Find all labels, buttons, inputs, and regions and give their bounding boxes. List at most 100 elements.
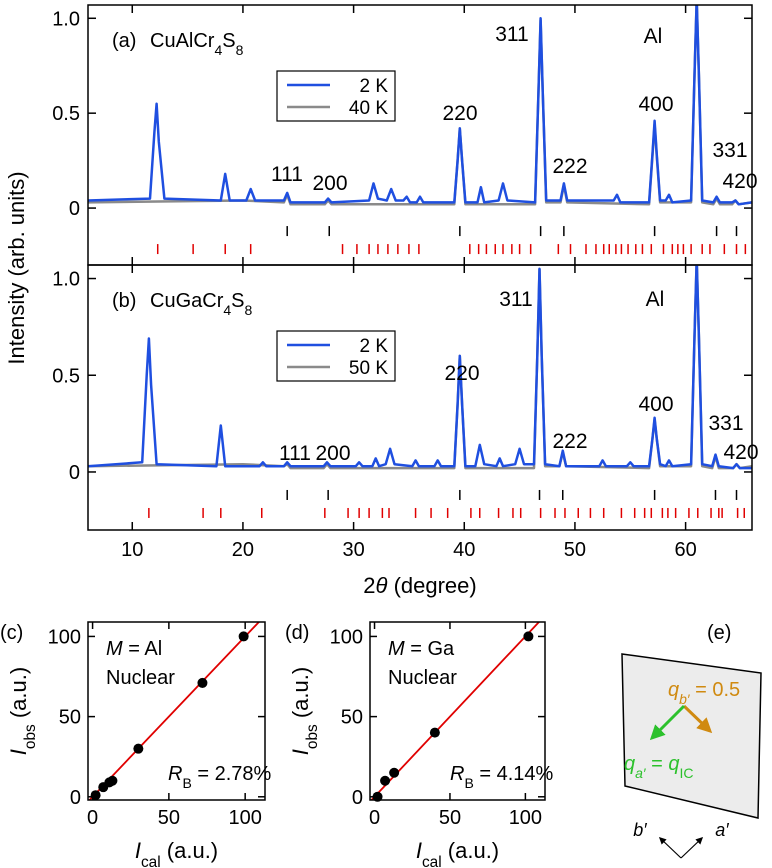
y-axis-label: Iobs (a.u.)	[288, 667, 321, 755]
text-part: a′	[635, 765, 647, 781]
text-part: CuGaCr	[150, 290, 224, 312]
x-axis-label: Ical (a.u.)	[135, 838, 218, 868]
text-part: 8	[236, 42, 244, 58]
panel-label: (a)	[112, 30, 136, 52]
data-point	[238, 631, 249, 642]
element-label: M = Ga	[388, 638, 455, 660]
qa-label: qa′ = qIC	[624, 753, 693, 781]
x-tick-label: 40	[453, 539, 475, 561]
spectrum-line	[88, 5, 752, 206]
y-tick-label: 50	[341, 707, 363, 729]
text-part: I	[288, 749, 313, 755]
text-part: CuAlCr	[150, 30, 215, 52]
peak-label: 400	[638, 93, 673, 116]
fit-line	[88, 622, 261, 800]
text-part: q	[668, 753, 679, 775]
legend-label: 2 K	[359, 336, 388, 357]
plot-frame	[87, 621, 266, 801]
legend-box	[276, 330, 396, 382]
data-point	[523, 631, 534, 642]
peak-label: 111	[279, 442, 311, 465]
text-part: B	[182, 775, 191, 791]
text-part: (a.u.)	[161, 838, 218, 863]
peak-label: 222	[552, 430, 587, 453]
panel-label: (d)	[285, 622, 309, 644]
peak-label: 311	[499, 288, 532, 311]
peak-label: 111	[271, 163, 303, 186]
note: Nuclear	[106, 667, 175, 689]
plot-frame	[369, 621, 546, 801]
x-axis-label: Ical (a.u.)	[416, 838, 499, 868]
y-tick-label: 1.0	[52, 269, 80, 291]
text-part: = 2.78%	[192, 763, 272, 785]
peak-label: 222	[552, 155, 587, 178]
legend-label: 40 K	[349, 98, 388, 119]
text-part: 4	[223, 302, 231, 318]
text-part: q	[668, 679, 679, 701]
peak-label: 331	[708, 412, 743, 435]
text-part: 4	[214, 42, 222, 58]
y-tick-label: 0	[352, 787, 363, 809]
text-part: I	[416, 838, 422, 863]
peak-label: 220	[444, 362, 479, 385]
text-part: θ	[376, 573, 388, 598]
text-part: (degree)	[387, 573, 476, 598]
rb-label: RB = 4.14%	[450, 763, 554, 791]
text-part: B	[464, 775, 473, 791]
peak-label: Al	[644, 25, 663, 48]
peak-label: 311	[495, 23, 528, 46]
text-part: = Ga	[405, 638, 455, 660]
x-tick-label: 60	[674, 539, 696, 561]
y-tick-label: 1.0	[52, 8, 80, 30]
y-tick-label: 0.5	[52, 365, 80, 387]
text-part: = 0.5	[690, 679, 741, 701]
text-part: I	[6, 749, 31, 755]
text-part: = 4.14%	[474, 763, 554, 785]
text-part: (a.u.)	[442, 838, 499, 863]
text-part: b′	[679, 691, 691, 707]
peak-label: 220	[442, 102, 477, 125]
panel-label: (b)	[112, 290, 136, 312]
x-tick-label: 50	[158, 807, 180, 829]
plot-frame	[87, 264, 753, 531]
legend-box	[276, 70, 396, 122]
x-tick-label: 100	[228, 807, 261, 829]
x-tick-label: 50	[439, 807, 461, 829]
x-tick-label: 20	[232, 539, 254, 561]
text-part: cal	[422, 854, 442, 868]
y-tick-label: 100	[48, 626, 81, 648]
y-axis-label: Iobs (a.u.)	[6, 667, 39, 755]
qb-label: qb′ = 0.5	[668, 679, 740, 707]
text-part: obs	[22, 724, 39, 749]
panel-label: (e)	[707, 622, 731, 644]
text-part: = Al	[123, 638, 162, 660]
peak-label: 200	[315, 442, 350, 465]
text-part: (a.u.)	[288, 667, 313, 724]
text-part: obs	[304, 724, 321, 749]
qa-arrow	[649, 704, 686, 741]
x-tick-label: 100	[509, 807, 542, 829]
y-tick-label: 0.5	[52, 103, 80, 125]
text-part: S	[222, 30, 235, 52]
b-axis-arrow	[658, 837, 682, 859]
text-part: (a.u.)	[6, 667, 31, 724]
fit-line	[370, 622, 541, 800]
rb-label: RB = 2.78%	[168, 763, 272, 791]
note: Nuclear	[388, 667, 457, 689]
x-axis-label: 2θ (degree)	[363, 573, 476, 598]
b-axis-label: b′	[633, 820, 647, 840]
panel-label: (c)	[0, 622, 23, 644]
x-tick-label: 0	[369, 807, 380, 829]
y-tick-label: 50	[59, 707, 81, 729]
x-tick-label: 30	[342, 539, 364, 561]
qb-arrow	[682, 704, 713, 734]
data-point	[380, 775, 391, 786]
peak-label: 420	[723, 441, 758, 464]
data-point	[133, 743, 144, 754]
compound: CuGaCr4S8	[150, 290, 253, 318]
x-tick-label: 10	[121, 539, 143, 561]
legend-label: 50 K	[349, 358, 388, 379]
x-tick-label: 50	[564, 539, 586, 561]
x-tick-label: 0	[87, 807, 98, 829]
compound: CuAlCr4S8	[150, 30, 244, 58]
